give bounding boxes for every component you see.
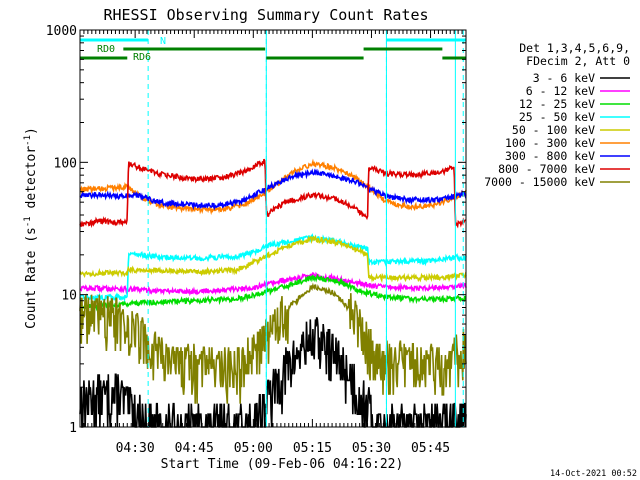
series-4 [79,235,467,284]
flag-bar-segment [123,47,266,51]
flag-bar-label: N [160,36,166,47]
legend-label: 800 - 7000 keV [498,162,595,176]
flag-bar-segment [442,56,466,60]
legend-label: 6 - 12 keV [526,84,595,98]
series-line [79,235,467,284]
x-tick-label: 05:00 [234,441,273,456]
series-line [79,271,467,297]
legend-label: 100 - 300 keV [505,136,595,150]
x-tick-label: 04:45 [175,441,214,456]
y-tick-label: 100 [54,156,77,171]
y-tick-label: 10 [61,289,77,304]
y-axis-label-sup: -1 [23,216,33,227]
x-axis-label: Start Time (09-Feb-06 04:16:22) [161,457,404,472]
generated-timestamp: 14-Oct-2021 00:52 [550,469,637,479]
y-axis-label-part: detector [24,146,39,217]
chart-title: RHESSI Observing Summary Count Rates [103,6,428,24]
series-layer [79,158,467,428]
series-3 [79,233,467,303]
legend-header-line: Det 1,3,4,5,6,9, [519,41,630,55]
flag-bar-segment [80,56,128,60]
flag-bar-label: RD0 [97,44,115,55]
flag-bar-label: RD6 [133,52,151,63]
y-axis-label-part: ) [24,127,39,135]
series-line [79,282,467,404]
legend-label: 7000 - 15000 keV [484,175,595,189]
flag-bars-layer: N RD0 RD6 [80,36,466,63]
series-line [79,233,467,303]
flag-bar-segment [266,56,364,60]
flag-bar-segment [80,38,149,42]
legend-header-line: FDecim 2, Att 0 [526,54,630,68]
x-tick-label: 04:30 [116,441,155,456]
flag-bar-segment [363,47,443,51]
legend-label: 300 - 800 keV [505,149,595,163]
y-axis-label-part: Count Rate (s [24,227,39,329]
y-tick-label: 1 [69,421,77,436]
series-line [79,273,467,313]
legend-label: 12 - 25 keV [519,97,595,111]
series-2 [79,273,467,313]
axes-layer: 04:30 04:45 05:00 05:15 05:30 05:45 1 10 100 1000 [46,24,467,456]
series-6 [79,168,467,211]
legend: Det 1,3,4,5,6,9, FDecim 2, Att 0 3 - 6 k… [484,41,630,189]
x-tick-label: 05:45 [411,441,450,456]
series-line [79,158,467,229]
series-line [79,168,467,211]
series-7 [79,158,467,229]
plot-frame [79,29,467,428]
legend-label: 3 - 6 keV [533,71,595,85]
y-axis-label: Count Rate (s-1 detector-1) [23,127,39,329]
flag-bar-segment [386,38,466,42]
y-axis-label-sup: -1 [23,135,33,146]
series-1 [79,271,467,297]
series-8 [79,282,467,404]
legend-label: 25 - 50 keV [519,110,595,124]
x-tick-label: 05:30 [352,441,391,456]
x-tick-label: 05:15 [293,441,332,456]
y-tick-label: 1000 [46,24,77,39]
legend-label: 50 - 100 keV [512,123,595,137]
